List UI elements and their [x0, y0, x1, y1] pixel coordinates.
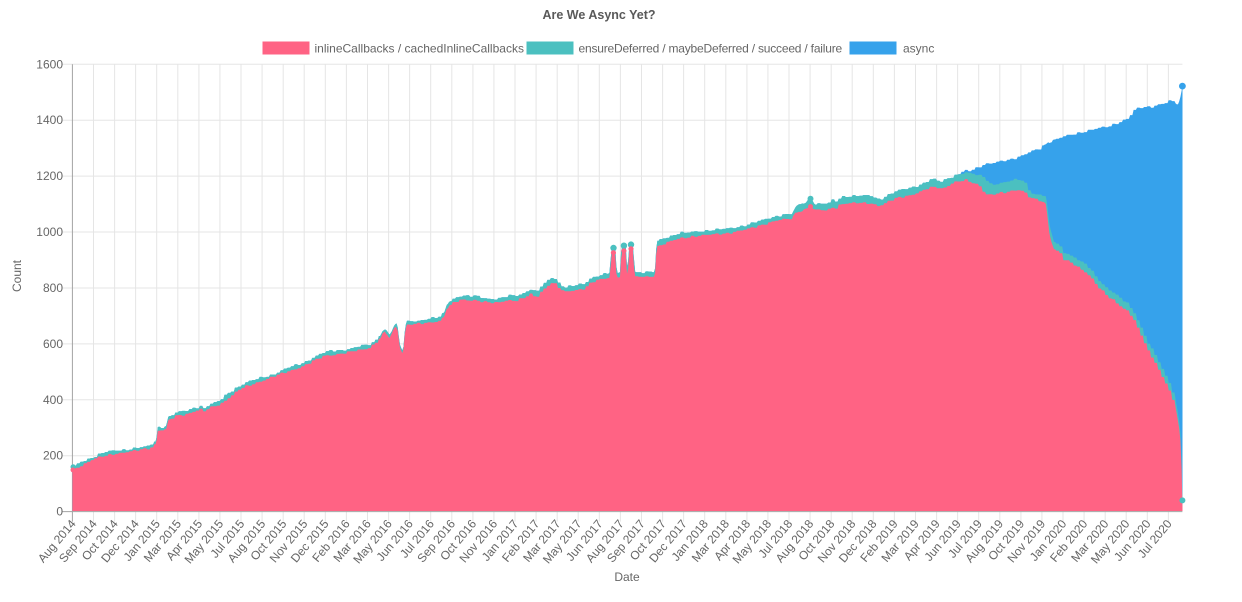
- svg-text:200: 200: [43, 449, 63, 463]
- svg-text:inlineCallbacks / cachedInline: inlineCallbacks / cachedInlineCallbacks: [315, 42, 524, 56]
- svg-text:0: 0: [56, 505, 63, 519]
- svg-text:async: async: [903, 42, 934, 56]
- svg-text:1200: 1200: [36, 169, 63, 183]
- svg-text:1600: 1600: [36, 57, 63, 71]
- svg-text:1000: 1000: [36, 225, 63, 239]
- svg-text:400: 400: [43, 393, 63, 407]
- svg-text:800: 800: [43, 281, 63, 295]
- svg-text:600: 600: [43, 337, 63, 351]
- svg-text:1400: 1400: [36, 113, 63, 127]
- svg-text:ensureDeferred / maybeDeferred: ensureDeferred / maybeDeferred / succeed…: [579, 42, 843, 56]
- svg-text:Are We Async Yet?: Are We Async Yet?: [542, 8, 655, 22]
- svg-text:Date: Date: [614, 570, 640, 584]
- svg-text:Count: Count: [10, 259, 24, 292]
